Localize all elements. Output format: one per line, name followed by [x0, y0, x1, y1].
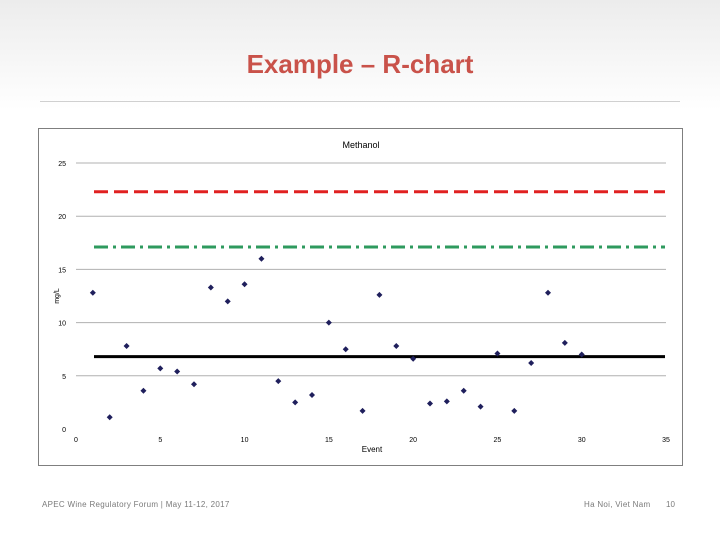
header-background [0, 0, 720, 110]
data-point [140, 387, 147, 394]
y-tick-label: 0 [62, 427, 66, 434]
x-tick-label: 20 [409, 437, 417, 444]
x-tick-label: 35 [662, 437, 670, 444]
methanol-r-chart: Methanol Event mg/L 0 5 10 15 20 25 0 5 10 15 20 25… [54, 140, 670, 454]
data-point [207, 284, 214, 291]
data-point [123, 343, 130, 350]
data-point [292, 399, 299, 406]
data-point [578, 351, 585, 358]
chart-frame: Methanol Event mg/L 0 5 10 15 20 25 0 5 10 15 20 25… [38, 128, 683, 466]
data-point [443, 398, 450, 405]
title-divider [40, 101, 680, 102]
data-point [174, 368, 181, 375]
data-point [309, 391, 315, 398]
y-tick-label: 5 [62, 374, 66, 381]
data-point [325, 319, 332, 326]
y-tick-label: 15 [58, 267, 66, 274]
x-tick-label: 0 [74, 437, 78, 444]
footer-location: Ha Noi, Viet Nam [584, 500, 651, 509]
data-point [545, 289, 551, 296]
data-point [359, 407, 366, 414]
footer-event-info: APEC Wine Regulatory Forum | May 11-12, … [42, 500, 230, 509]
data-point [157, 365, 164, 372]
slide-title: Example – R-chart [246, 49, 474, 79]
x-axis-label: Event [362, 445, 383, 454]
x-tick-label: 5 [158, 437, 162, 444]
page-number: 10 [666, 500, 675, 509]
x-tick-label: 25 [494, 437, 502, 444]
y-tick-label: 10 [58, 321, 66, 328]
data-point [241, 281, 248, 288]
x-tick-label: 15 [325, 437, 333, 444]
data-point [427, 400, 433, 407]
data-point [410, 355, 417, 362]
data-point [258, 255, 265, 262]
y-tick-label: 25 [58, 161, 66, 168]
data-point [528, 360, 535, 367]
y-tick-label: 20 [58, 214, 66, 221]
x-tick-label: 30 [578, 437, 586, 444]
data-point [376, 291, 383, 298]
data-point [477, 403, 484, 410]
y-axis-label: mg/L [54, 288, 61, 304]
data-point [224, 298, 231, 305]
x-tick-label: 10 [241, 437, 249, 444]
data-point [393, 343, 400, 350]
data-point [460, 387, 467, 394]
chart-title: Methanol [342, 140, 379, 150]
data-point [106, 414, 113, 421]
data-point [561, 339, 568, 346]
data-point [275, 378, 282, 385]
data-point [511, 407, 518, 414]
data-point [494, 350, 501, 357]
data-point [342, 346, 349, 353]
data-point [89, 289, 96, 296]
data-point [191, 381, 197, 388]
